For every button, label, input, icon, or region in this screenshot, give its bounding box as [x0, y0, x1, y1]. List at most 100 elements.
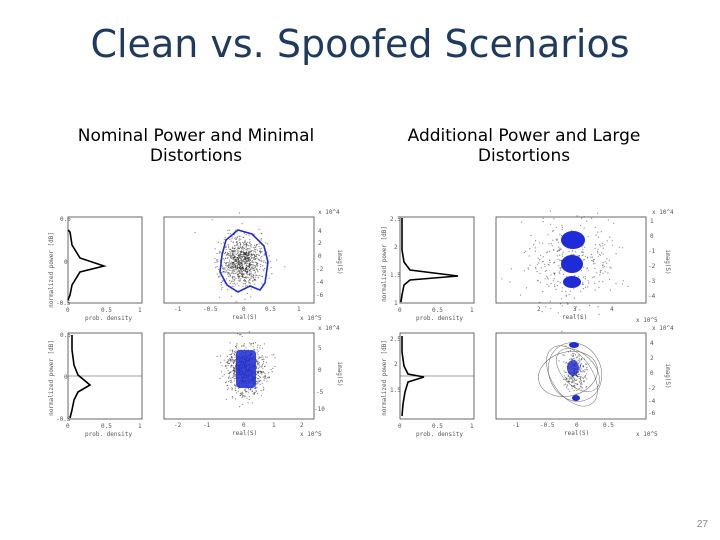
scatter-point: [254, 271, 256, 273]
scatter-point: [240, 264, 242, 266]
scatter-point: [251, 249, 253, 252]
scatter-point: [550, 308, 552, 310]
scatter-point: [247, 262, 249, 264]
scatter-point: [235, 369, 237, 371]
scatter-point: [544, 270, 547, 272]
scatter-point: [594, 282, 596, 284]
exponent-label: x 10^4: [318, 209, 340, 216]
scatter-point: [260, 247, 262, 249]
scatter-point: [580, 376, 582, 378]
scatter-point: [226, 271, 228, 273]
scatter-point: [569, 290, 572, 292]
scatter-ytick: 4: [318, 228, 322, 235]
scatter-point: [568, 381, 570, 383]
scatter-point: [553, 272, 555, 274]
scatter-point: [569, 350, 572, 352]
scatter-point: [237, 237, 239, 239]
scatter-point: [231, 351, 233, 353]
scatter-point: [260, 395, 262, 397]
scatter-point: [245, 261, 247, 264]
scatter-point: [243, 269, 245, 271]
scatter-point: [265, 376, 267, 378]
scatter-point: [239, 243, 242, 245]
scatter-point: [232, 360, 234, 362]
scatter-point: [579, 366, 582, 368]
scatter-point: [241, 393, 243, 395]
scatter-point: [256, 374, 258, 376]
scatter-point: [243, 243, 245, 245]
scatter-point: [549, 210, 552, 212]
scatter-point: [226, 268, 229, 270]
scatter-point: [246, 267, 248, 269]
scatter-point: [257, 358, 259, 360]
scatter-point: [607, 272, 609, 274]
scatter-point: [586, 268, 588, 270]
scatter-point: [245, 245, 247, 247]
scatter-point: [249, 254, 251, 256]
scatter-point: [232, 375, 234, 377]
scatter-point: [561, 287, 564, 289]
scatter-point: [571, 229, 573, 231]
scatter-point: [260, 371, 262, 374]
scatter-point: [263, 375, 266, 377]
scatter-point: [221, 371, 223, 373]
scatter-point: [257, 382, 259, 384]
scatter-ytick: -2: [648, 263, 656, 270]
scatter-point: [578, 255, 581, 257]
scatter-point: [562, 273, 565, 276]
scatter-point: [579, 364, 582, 366]
scatter-point: [243, 276, 245, 278]
scatter-point: [229, 269, 231, 271]
scatter-point: [246, 244, 248, 246]
scatter-point: [510, 268, 512, 270]
scatter-point: [236, 257, 238, 259]
scatter-point: [231, 254, 233, 257]
scatter-point: [221, 271, 223, 274]
scatter-point: [583, 365, 585, 367]
scatter-point: [238, 238, 241, 240]
density-tick: 0.5: [101, 423, 112, 430]
scatter-point: [249, 259, 251, 261]
scatter-point: [259, 345, 261, 347]
scatter-point: [221, 365, 223, 367]
scatter-point: [585, 373, 588, 375]
scatter-point: [243, 244, 245, 246]
scatter-point: [233, 360, 235, 362]
scatter-point: [259, 265, 262, 268]
scatter-point: [253, 275, 255, 277]
scatter-point: [250, 264, 252, 266]
scatter-point: [261, 373, 263, 375]
scatter-point: [234, 398, 236, 400]
scatter-point: [594, 244, 597, 246]
scatter-point: [238, 260, 240, 262]
scatter-point: [231, 376, 233, 379]
scatter-point: [234, 389, 236, 391]
scatter-point: [568, 377, 570, 379]
scatter-point: [251, 260, 253, 262]
scatter-point: [231, 238, 233, 240]
scatter-point: [240, 255, 243, 258]
scatter-point: [252, 246, 254, 248]
scatter-point: [604, 261, 606, 263]
scatter-point: [248, 399, 250, 401]
scatter-point: [234, 284, 236, 286]
scatter-point: [229, 362, 231, 364]
scatter-point: [234, 265, 236, 267]
scatter-point: [599, 254, 602, 256]
scatter-point: [601, 242, 604, 244]
scatter-point: [249, 243, 251, 245]
scatter-point: [224, 382, 227, 384]
scatter-point: [261, 355, 263, 357]
scatter-point: [602, 264, 604, 266]
scatter-point: [575, 306, 578, 308]
scatter-point: [560, 298, 563, 300]
scatter-point: [550, 243, 553, 245]
scatter-point: [534, 247, 536, 249]
scatter-point: [244, 262, 246, 264]
scatter-point: [602, 245, 604, 247]
scatter-point: [260, 259, 262, 261]
scatter-point: [261, 255, 263, 258]
scatter-point: [252, 279, 254, 281]
scatter-point: [254, 272, 256, 274]
scatter-ytick: -4: [648, 398, 656, 405]
